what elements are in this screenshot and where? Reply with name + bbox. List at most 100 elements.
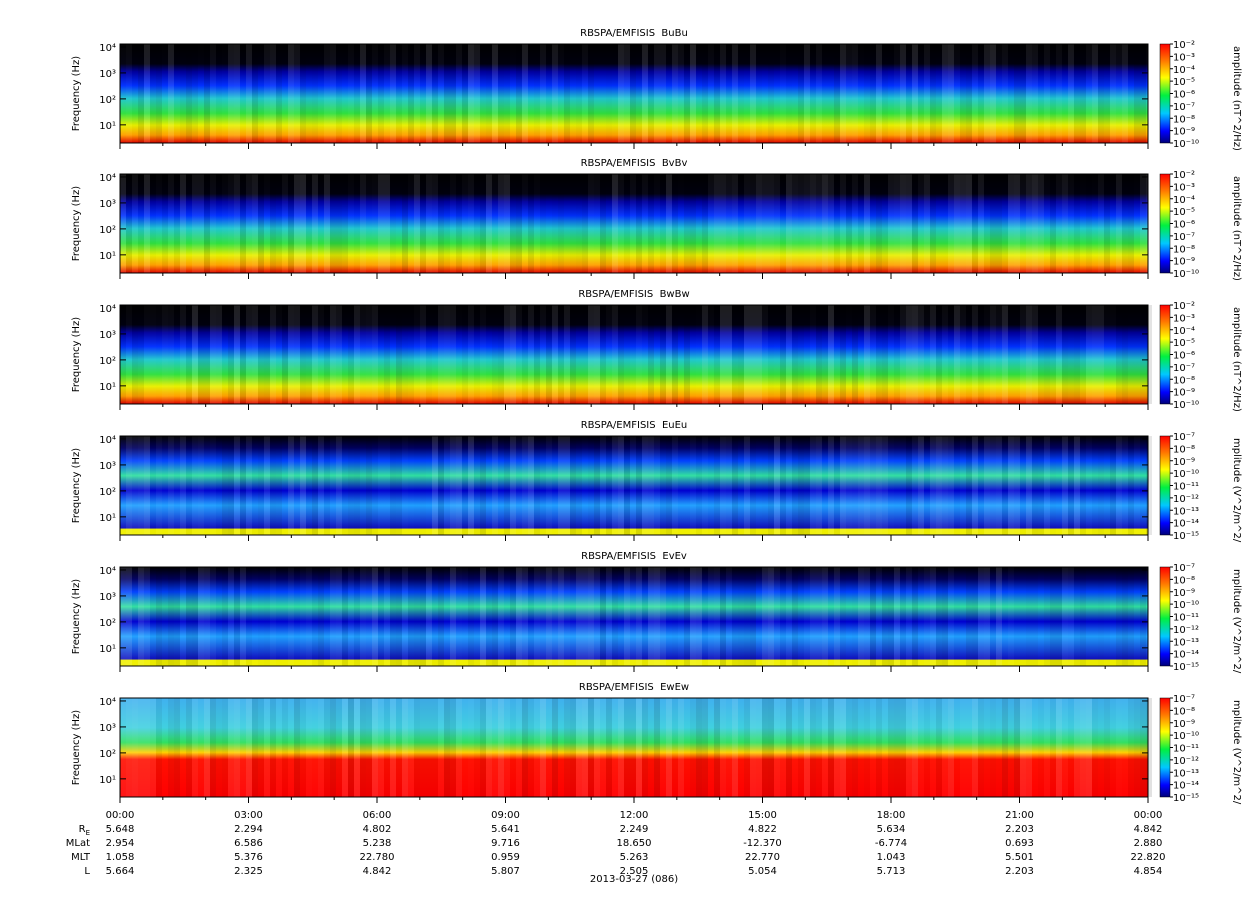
spectrogram-texture: [438, 567, 444, 666]
spectrogram-texture: [756, 174, 762, 273]
spectrogram-texture: [786, 436, 792, 535]
spectrogram-texture: [1092, 174, 1098, 273]
spectrogram-texture: [546, 44, 552, 143]
spectrogram-texture: [714, 436, 720, 535]
spectrogram-texture: [1128, 567, 1134, 666]
spectrogram-texture: [438, 44, 444, 143]
spectrogram-image: [120, 305, 1148, 404]
spectrogram-texture: [750, 305, 756, 404]
spectrogram-texture: [966, 698, 972, 797]
spectrogram-texture: [990, 305, 996, 404]
spectrogram-texture: [462, 44, 468, 143]
spectrogram-texture: [672, 44, 678, 143]
spectrogram-texture: [180, 174, 186, 273]
spectrogram-texture: [450, 567, 456, 666]
ephemeris-row-label: MLat: [66, 838, 90, 849]
spectrogram-texture: [1056, 44, 1062, 143]
colorbar-tick-label: 10⁻⁶: [1173, 351, 1195, 362]
spectrogram-texture: [186, 698, 192, 797]
spectrogram-texture: [684, 567, 690, 666]
spectrogram-texture: [288, 698, 294, 797]
spectrogram-texture: [240, 305, 246, 404]
spectrogram-texture: [1134, 436, 1140, 535]
spectrogram-texture: [528, 174, 534, 273]
spectrogram-texture: [1110, 567, 1116, 666]
spectrogram-texture: [378, 698, 384, 797]
spectrogram-texture: [960, 174, 966, 273]
spectrogram-texture: [990, 174, 996, 273]
spectrogram-texture: [1044, 567, 1050, 666]
spectrogram-texture: [510, 44, 516, 143]
spectrogram-texture: [750, 44, 756, 143]
spectrogram-texture: [600, 174, 606, 273]
spectrogram-texture: [600, 436, 606, 535]
spectrogram-texture: [162, 698, 168, 797]
spectrogram-texture: [378, 567, 384, 666]
spectrogram-texture: [534, 305, 540, 404]
spectrogram-texture: [708, 436, 714, 535]
spectrogram-texture: [420, 698, 426, 797]
colorbar: [1159, 435, 1171, 536]
spectrogram-texture: [1002, 305, 1008, 404]
spectrogram-texture: [444, 305, 450, 404]
spectrogram-texture: [804, 44, 810, 143]
spectrogram-texture: [840, 305, 846, 404]
ephemeris-value: 1.058: [106, 852, 135, 863]
spectrogram-texture: [1128, 174, 1134, 273]
spectrogram-texture: [924, 567, 930, 666]
spectrogram-texture: [426, 174, 432, 273]
spectrogram-texture: [444, 44, 450, 143]
spectrogram-texture: [522, 698, 528, 797]
spectrogram-texture: [348, 698, 354, 797]
spectrogram-texture: [276, 44, 282, 143]
spectrogram-texture: [834, 174, 840, 273]
time-tick-label: 00:00: [1134, 810, 1163, 821]
spectrogram-texture: [912, 567, 918, 666]
spectrogram-texture: [1086, 174, 1092, 273]
spectrogram-texture: [480, 174, 486, 273]
spectrogram-texture: [318, 567, 324, 666]
ephemeris-value: -6.774: [875, 838, 907, 849]
spectrogram-texture: [522, 305, 528, 404]
spectrogram-texture: [1068, 436, 1074, 535]
colorbar-tick-label: 10⁻⁹: [1173, 719, 1195, 730]
spectrogram-texture: [300, 44, 306, 143]
spectrogram-texture: [804, 436, 810, 535]
spectrogram-texture: [276, 698, 282, 797]
spectrogram-texture: [708, 174, 714, 273]
spectrogram-texture: [846, 305, 852, 404]
spectrogram-texture: [792, 567, 798, 666]
spectrogram-texture: [468, 305, 474, 404]
y-tick-label: 10²: [99, 618, 116, 629]
spectrogram-texture: [1098, 174, 1104, 273]
spectrogram-texture: [558, 174, 564, 273]
spectrogram-texture: [996, 698, 1002, 797]
spectrogram-texture: [240, 44, 246, 143]
spectrogram-texture: [402, 567, 408, 666]
spectrogram-texture: [234, 44, 240, 143]
spectrogram-texture: [294, 567, 300, 666]
spectrogram-texture: [696, 44, 702, 143]
spectrogram-texture: [1008, 436, 1014, 535]
spectrogram-texture: [942, 305, 948, 404]
spectrogram-texture: [798, 698, 804, 797]
spectrogram-texture: [360, 567, 366, 666]
spectrogram-texture: [390, 174, 396, 273]
y-axis-label: Frequency (Hz): [71, 579, 82, 655]
spectrogram-texture: [882, 44, 888, 143]
spectrogram-texture: [396, 698, 402, 797]
spectrogram-texture: [432, 305, 438, 404]
spectrogram-texture: [996, 174, 1002, 273]
spectrogram-texture: [264, 567, 270, 666]
spectrogram-texture: [678, 305, 684, 404]
spectrogram-texture: [564, 44, 570, 143]
spectrogram-texture: [948, 567, 954, 666]
spectrogram-texture: [330, 698, 336, 797]
spectrogram-texture: [210, 567, 216, 666]
colorbar-label: amplitude (nT^2/Hz): [1231, 46, 1242, 151]
spectrogram-texture: [264, 436, 270, 535]
spectrogram-texture: [552, 436, 558, 535]
spectrogram-texture: [312, 436, 318, 535]
spectrogram-texture: [1008, 44, 1014, 143]
spectrogram-texture: [780, 44, 786, 143]
